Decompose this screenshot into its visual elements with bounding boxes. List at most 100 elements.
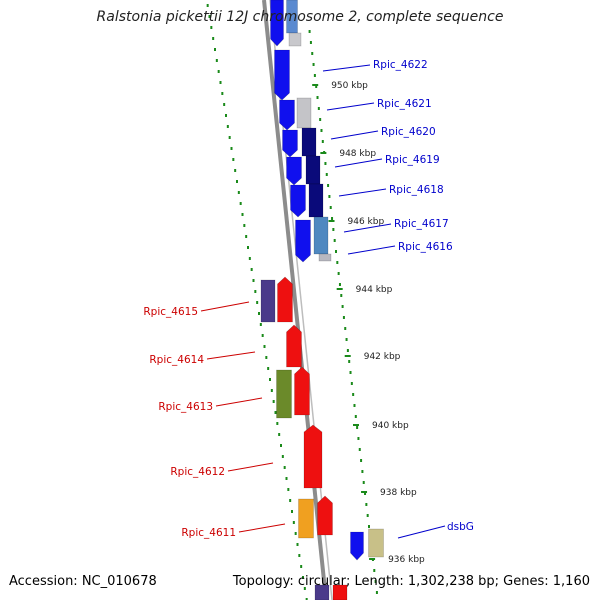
scale-label: 946 kbp xyxy=(348,217,385,227)
left-tick xyxy=(291,510,293,513)
right-tick xyxy=(364,492,367,495)
right-tick xyxy=(335,250,337,253)
gene-block xyxy=(301,127,317,157)
gene-arrow xyxy=(274,49,290,101)
right-tick xyxy=(344,327,347,330)
label-leader-line xyxy=(338,188,387,197)
left-tick xyxy=(296,543,299,546)
left-tick xyxy=(302,576,304,579)
gene-block xyxy=(288,32,302,47)
gene-arrow xyxy=(294,366,310,416)
right-tick xyxy=(358,448,361,451)
backbone-line xyxy=(262,0,328,600)
right-tick xyxy=(350,382,353,385)
right-tick xyxy=(341,305,344,308)
left-tick xyxy=(241,213,244,216)
right-tick xyxy=(309,41,312,44)
scale-label: 942 kbp xyxy=(364,352,401,362)
left-tick xyxy=(215,59,218,62)
gene-block xyxy=(314,584,330,600)
scale-tick xyxy=(361,491,368,493)
right-tick xyxy=(331,217,334,220)
gene-arrow xyxy=(277,276,293,323)
left-tick xyxy=(303,587,306,590)
label-leader-line xyxy=(397,525,446,539)
right-tick xyxy=(354,415,357,418)
left-tick xyxy=(245,235,248,238)
left-tick xyxy=(228,136,231,139)
gene-block xyxy=(332,584,348,600)
gene-arrow xyxy=(290,184,306,218)
gene-label: Rpic_4612 xyxy=(170,466,225,478)
left-tick xyxy=(250,268,253,271)
right-tick xyxy=(365,503,368,506)
right-tick xyxy=(319,118,322,121)
gene-label: Rpic_4611 xyxy=(181,527,236,539)
left-tick xyxy=(298,554,301,557)
right-tick xyxy=(342,316,345,319)
right-tick xyxy=(327,184,330,187)
gene-block xyxy=(308,183,324,218)
left-tick xyxy=(210,26,213,29)
gene-label: Rpic_4620 xyxy=(381,126,436,138)
gene-block xyxy=(318,253,332,262)
right-tick xyxy=(317,107,320,110)
left-tick xyxy=(221,92,224,95)
scale-tick xyxy=(328,220,335,222)
gene-arrow xyxy=(279,99,295,131)
left-tick xyxy=(208,15,211,18)
right-tick xyxy=(345,338,348,341)
label-leader-line xyxy=(227,462,274,472)
right-tick xyxy=(374,580,377,583)
gene-label: Rpic_4615 xyxy=(143,306,198,318)
scale-label: 948 kbp xyxy=(339,149,376,159)
left-tick xyxy=(243,224,246,227)
label-leader-line xyxy=(200,301,250,312)
left-tick xyxy=(206,4,209,7)
left-tick xyxy=(300,565,303,568)
scale-label: 940 kbp xyxy=(372,421,409,431)
gene-label: Rpic_4622 xyxy=(373,59,428,71)
right-tick xyxy=(346,349,349,352)
left-tick xyxy=(232,158,235,161)
gene-label: Rpic_4613 xyxy=(158,401,213,413)
left-tick xyxy=(261,334,264,337)
right-tick xyxy=(328,195,331,198)
left-tick xyxy=(274,411,277,414)
right-tick xyxy=(308,30,311,33)
left-tick xyxy=(269,378,271,381)
label-leader-line xyxy=(215,397,263,407)
left-tick xyxy=(287,488,290,491)
right-tick xyxy=(368,525,370,528)
left-tick xyxy=(280,444,282,447)
left-tick xyxy=(294,532,297,535)
gene-label: Rpic_4617 xyxy=(394,218,449,230)
left-tick xyxy=(226,125,229,128)
left-tick xyxy=(214,48,216,51)
scale-label: 936 kbp xyxy=(388,555,425,565)
left-tick xyxy=(292,521,295,524)
right-tick xyxy=(311,52,314,55)
gene-label: Rpic_4616 xyxy=(398,241,453,253)
gene-arrow xyxy=(286,156,302,186)
gene-arrow xyxy=(270,0,284,47)
gene-label: Rpic_4621 xyxy=(377,98,432,110)
left-tick xyxy=(219,81,222,84)
gene-block xyxy=(296,97,312,129)
left-tick xyxy=(234,169,237,172)
left-tick xyxy=(239,202,242,205)
left-tick xyxy=(247,246,249,249)
accession-text: Accession: NC_010678 xyxy=(9,574,157,589)
right-tick xyxy=(312,63,315,66)
gene-arrow xyxy=(295,219,311,263)
right-tick xyxy=(352,393,355,396)
right-tick xyxy=(348,360,351,363)
label-leader-line xyxy=(334,158,383,168)
gene-block xyxy=(260,279,276,323)
scale-tick xyxy=(336,288,343,290)
left-tick xyxy=(252,279,255,282)
left-tick xyxy=(276,422,279,425)
left-tick xyxy=(217,70,220,73)
right-tick xyxy=(333,239,336,242)
